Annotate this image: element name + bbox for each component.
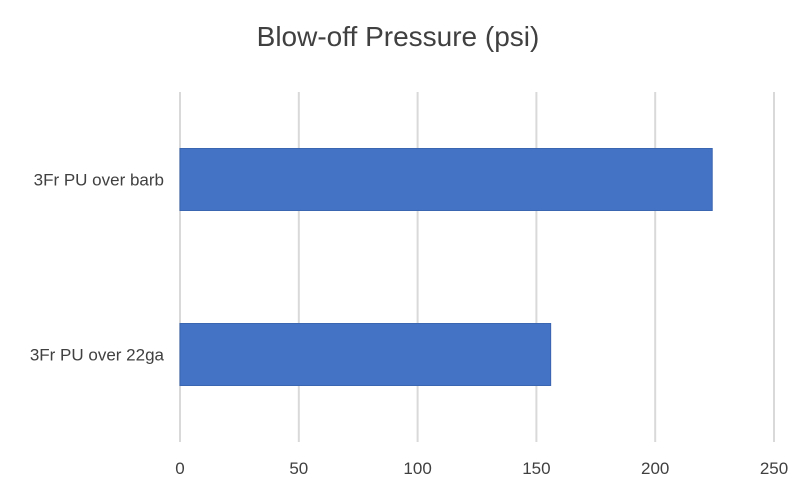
category-label: 3Fr PU over 22ga <box>30 346 165 365</box>
x-tick-label: 200 <box>641 459 669 478</box>
chart-title: Blow-off Pressure (psi) <box>257 21 540 52</box>
category-label: 3Fr PU over barb <box>34 171 164 190</box>
x-tick-labels: 0 50 100 150 200 250 <box>175 459 788 478</box>
bars <box>179 148 713 386</box>
category-labels: 3Fr PU over barb 3Fr PU over 22ga <box>30 171 165 365</box>
gridlines <box>179 92 775 442</box>
x-tick-label: 50 <box>289 459 308 478</box>
x-tick-label: 150 <box>522 459 550 478</box>
x-tick-label: 250 <box>760 459 788 478</box>
x-tick-label: 0 <box>175 459 184 478</box>
bar <box>179 148 713 211</box>
bar <box>179 323 552 386</box>
x-tick-label: 100 <box>403 459 431 478</box>
